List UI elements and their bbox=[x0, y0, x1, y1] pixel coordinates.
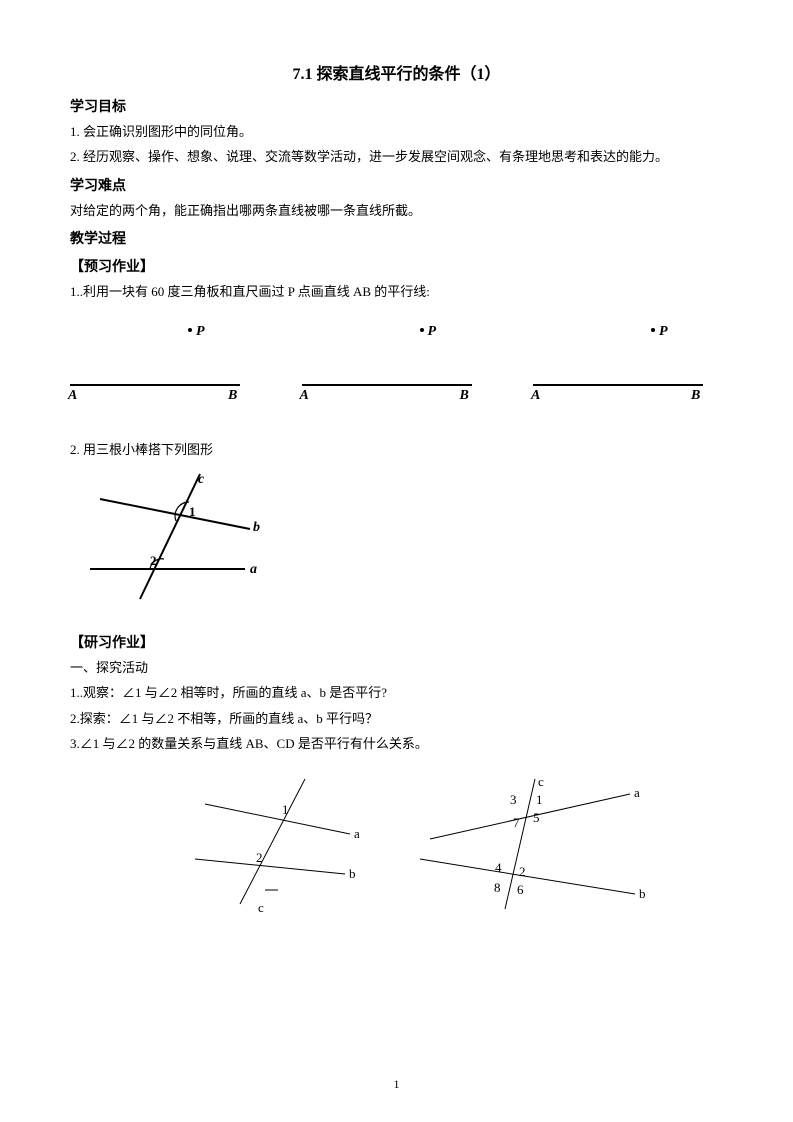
label-angle-2: 2 bbox=[519, 864, 526, 879]
label-b: B bbox=[691, 388, 700, 404]
label-angle-5: 5 bbox=[533, 810, 540, 825]
ab-diagram-row: P A B P A B P A B bbox=[70, 322, 723, 412]
objective-1: 1. 会正确识别图形中的同位角。 bbox=[70, 120, 723, 143]
label-angle-1: 1 bbox=[189, 504, 196, 519]
sticks-svg: c b a 1 2 bbox=[70, 469, 270, 609]
label-angle-2: 2 bbox=[256, 850, 263, 865]
label-a: A bbox=[68, 388, 77, 404]
study-sub: 一、探究活动 bbox=[70, 656, 723, 679]
point-p-dot bbox=[188, 328, 192, 332]
label-c: c bbox=[198, 472, 205, 487]
preview-item-2: 2. 用三根小棒搭下列图形 bbox=[70, 438, 723, 461]
label-a: a bbox=[354, 826, 360, 841]
page-number: 1 bbox=[0, 1077, 793, 1092]
preview-heading: 【预习作业】 bbox=[70, 256, 723, 276]
line-b bbox=[195, 859, 345, 874]
document-title: 7.1 探索直线平行的条件（1） bbox=[70, 60, 723, 84]
objective-2: 2. 经历观察、操作、想象、说理、交流等数学活动，进一步发展空间观念、有条理地思… bbox=[70, 145, 723, 168]
ab-diagram-1: P A B bbox=[70, 322, 260, 412]
label-b: B bbox=[228, 388, 237, 404]
page-container: 7.1 探索直线平行的条件（1） 学习目标 1. 会正确识别图形中的同位角。 2… bbox=[0, 0, 793, 1122]
label-c: c bbox=[538, 774, 544, 789]
label-a: a bbox=[250, 562, 257, 577]
study-heading: 【研习作业】 bbox=[70, 632, 723, 652]
label-angle-1: 1 bbox=[282, 802, 289, 817]
study-item-2: 2.探索：∠1 与∠2 不相等，所画的直线 a、b 平行吗？ bbox=[70, 707, 723, 730]
line-c bbox=[240, 779, 305, 904]
line-ab bbox=[302, 384, 472, 386]
point-p-label: P bbox=[428, 324, 437, 340]
label-b: b bbox=[253, 520, 260, 535]
point-p-dot bbox=[651, 328, 655, 332]
left-diagram-svg: 1 2 a b c bbox=[170, 774, 370, 924]
label-c: c bbox=[258, 900, 264, 915]
right-diagram-svg: 3 1 7 5 4 2 8 6 c a b bbox=[410, 774, 650, 924]
label-angle-7: 7 bbox=[513, 815, 520, 830]
label-b: B bbox=[460, 388, 469, 404]
label-angle-8: 8 bbox=[494, 880, 501, 895]
sticks-diagram: c b a 1 2 bbox=[70, 469, 723, 614]
difficulty-heading: 学习难点 bbox=[70, 175, 723, 195]
line-a bbox=[205, 804, 350, 834]
objectives-heading: 学习目标 bbox=[70, 96, 723, 116]
preview-item-1: 1..利用一块有 60 度三角板和直尺画过 P 点画直线 AB 的平行线: bbox=[70, 280, 723, 303]
study-item-1: 1..观察：∠1 与∠2 相等时，所画的直线 a、b 是否平行? bbox=[70, 681, 723, 704]
bottom-diagrams: 1 2 a b c 3 1 7 5 4 2 8 6 c bbox=[170, 774, 723, 924]
process-heading: 教学过程 bbox=[70, 228, 723, 248]
line-b bbox=[420, 859, 635, 894]
label-a: A bbox=[300, 388, 309, 404]
point-p-dot bbox=[420, 328, 424, 332]
line-ab bbox=[70, 384, 240, 386]
label-a: A bbox=[531, 388, 540, 404]
label-a: a bbox=[634, 785, 640, 800]
label-angle-1: 1 bbox=[536, 792, 543, 807]
line-ab bbox=[533, 384, 703, 386]
ab-diagram-2: P A B bbox=[302, 322, 492, 412]
label-angle-3: 3 bbox=[510, 792, 517, 807]
label-b: b bbox=[349, 866, 356, 881]
study-item-3: 3.∠1 与∠2 的数量关系与直线 AB、CD 是否平行有什么关系。 bbox=[70, 732, 723, 755]
ab-diagram-3: P A B bbox=[533, 322, 723, 412]
label-angle-6: 6 bbox=[517, 882, 524, 897]
difficulty-text: 对给定的两个角，能正确指出哪两条直线被哪一条直线所截。 bbox=[70, 199, 723, 222]
label-angle-4: 4 bbox=[495, 860, 502, 875]
label-b: b bbox=[639, 886, 646, 901]
point-p-label: P bbox=[196, 324, 205, 340]
label-angle-2: 2 bbox=[150, 553, 157, 568]
line-c bbox=[140, 474, 200, 599]
point-p-label: P bbox=[659, 324, 668, 340]
